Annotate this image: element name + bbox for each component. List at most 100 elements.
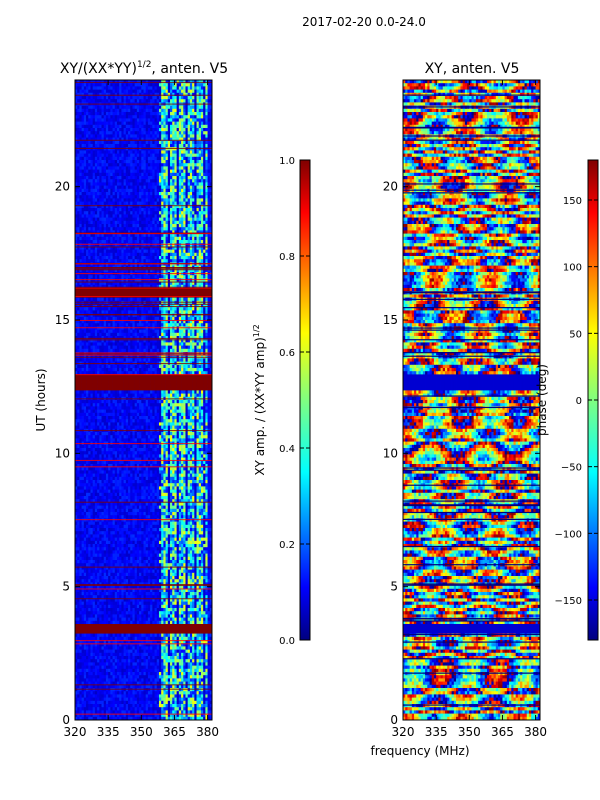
amplitude-cell [194,307,197,311]
amplitude-cell [161,233,164,238]
amplitude-cell [92,108,96,113]
amplitude-cell [141,313,144,318]
amplitude-cell [163,105,166,110]
amplitude-cell [139,137,142,142]
amplitude-cell [92,115,96,119]
amplitude-cell [181,131,184,135]
amplitude-cell [121,284,124,289]
amplitude-cell [161,217,164,222]
amplitude-cell [163,198,166,202]
amplitude-cell [163,92,166,97]
amplitude-cell [198,105,202,110]
amplitude-cell [163,224,166,228]
amplitude-cell [103,160,107,164]
amplitude-cell [185,179,188,183]
amplitude-cell [183,137,186,142]
amplitude-cell [116,249,120,254]
amplitude-cell [125,92,129,97]
amplitude-cell [181,153,184,158]
amplitude-cell [116,128,120,132]
amplitude-cell [196,316,200,321]
amplitude-cell [103,195,107,199]
amplitude-cell [108,134,111,138]
amplitude-cell [112,201,116,206]
amplitude-cell [156,313,160,318]
amplitude-cell [77,153,80,158]
amplitude-cell [75,112,78,116]
amplitude-cell [161,96,164,100]
amplitude-cell [150,188,153,193]
amplitude-cell [108,236,111,241]
amplitude-cell [114,89,118,94]
amplitude-cell [103,313,107,318]
amplitude-cell [105,118,109,122]
amplitude-cell [81,252,85,257]
amplitude-cell [167,153,171,158]
amplitude-cell [154,211,158,215]
amplitude-cell [134,284,138,289]
amplitude-cell [185,192,188,196]
amplitude-cell [205,163,208,167]
amplitude-cell [103,121,107,126]
amplitude-cell [99,291,102,295]
amplitude-cell [99,230,102,234]
amplitude-cell [139,99,142,103]
amplitude-cell [83,172,87,177]
amplitude-cell [200,150,204,154]
amplitude-cell [86,96,89,100]
amplitude-cell [90,316,93,321]
amplitude-cell [103,281,107,286]
amplitude-cell [156,166,160,170]
amplitude-cell [154,150,158,154]
amplitude-cell [154,92,158,97]
amplitude-cell [172,192,175,196]
amplitude-cell [86,128,89,132]
amplitude-cell [172,246,175,250]
amplitude-cell [81,198,85,202]
amplitude-cell [198,214,202,218]
amplitude-cell [200,297,204,302]
amplitude-cell [156,96,160,100]
amplitude-cell [136,252,140,257]
amplitude-cell [97,131,100,135]
amplitude-cell [81,201,85,206]
amplitude-cell [110,291,113,295]
amplitude-cell [170,278,173,282]
amplitude-cell [207,99,211,103]
amplitude-cell [183,169,186,174]
amplitude-cell [86,121,89,126]
amplitude-cell [125,150,129,154]
amplitude-cell [88,179,91,183]
amplitude-cell [103,108,107,113]
amplitude-cell [81,220,85,225]
amplitude-cell [174,233,177,238]
amplitude-cell [103,246,107,250]
amplitude-cell [147,240,151,244]
amplitude-cell [121,121,124,126]
amplitude-cell [178,252,182,257]
amplitude-cell [119,201,122,206]
amplitude-cell [99,227,102,231]
amplitude-cell [119,131,122,135]
amplitude-cell [101,112,105,116]
amplitude-cell [75,201,78,206]
amplitude-cell [88,182,91,186]
amplitude-cell [136,163,140,167]
amplitude-cell [136,131,140,135]
amplitude-cell [158,182,162,186]
amplitude-cell [125,96,129,100]
amplitude-cell [143,96,147,100]
amplitude-cell [187,227,191,231]
amplitude-cell [154,172,158,177]
amplitude-cell [134,291,138,295]
amplitude-cell [145,220,149,225]
amplitude-cell [143,307,147,311]
amplitude-cell [119,92,122,97]
amplitude-cell [90,278,93,282]
amplitude-cell [139,217,142,222]
amplitude-cell [94,313,98,318]
amplitude-cell [196,124,200,129]
amplitude-cell [200,281,204,286]
amplitude-cell [110,121,113,126]
amplitude-cell [141,268,144,273]
